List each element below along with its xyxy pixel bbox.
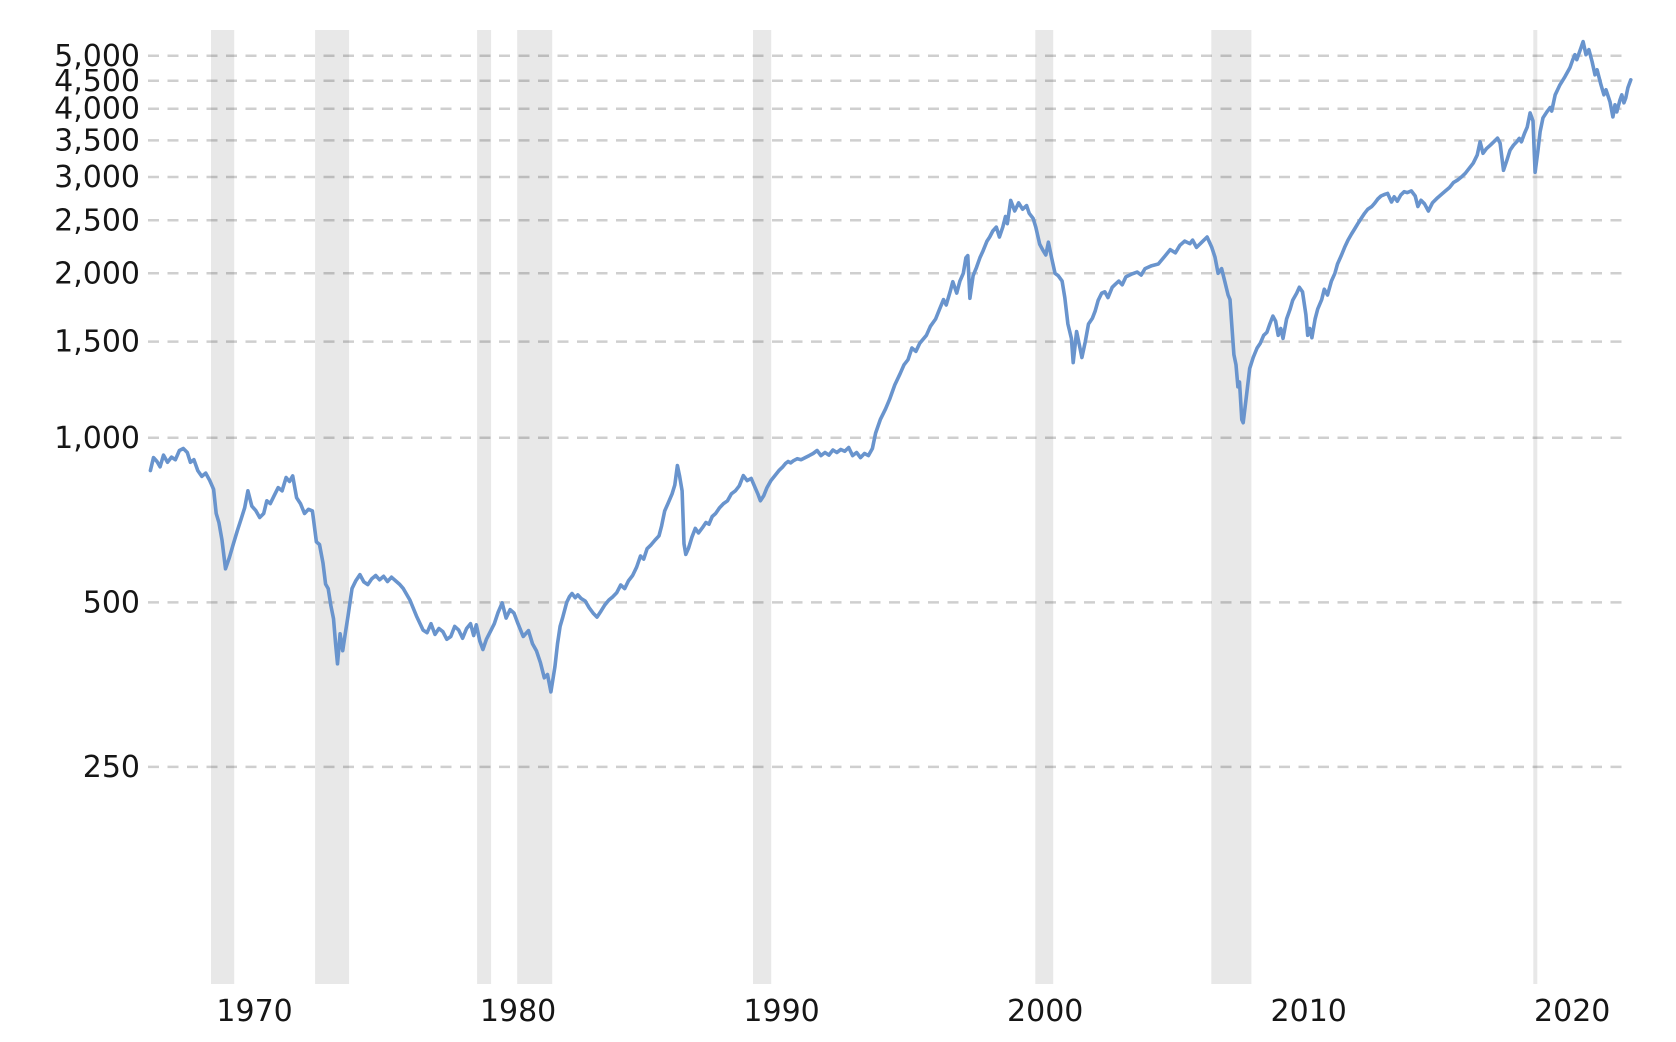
y-axis-tick-label: 4,500 (54, 64, 140, 99)
x-axis-tick-label: 2010 (1271, 994, 1347, 1029)
recession-band (1533, 30, 1538, 984)
y-axis-tick-label: 2,000 (54, 256, 140, 291)
recession-band (477, 30, 492, 984)
x-axis-tick-label: 2000 (1007, 994, 1083, 1029)
recession-band (1211, 30, 1252, 984)
recession-band (315, 30, 350, 984)
x-axis-tick-label: 2020 (1534, 994, 1610, 1029)
y-axis-tick-label: 3,500 (54, 123, 140, 158)
recession-band (1035, 30, 1054, 984)
y-axis-tick-label: 3,000 (54, 160, 140, 195)
series-layer (148, 39, 1633, 694)
recession-band (517, 30, 553, 984)
recession-bands-layer (211, 30, 1538, 984)
price-line[interactable] (148, 39, 1633, 694)
x-axis-tick-label: 1990 (743, 994, 819, 1029)
x-axis-tick-label: 1970 (216, 994, 292, 1029)
y-axis-tick-label: 1,000 (54, 421, 140, 456)
x-axis-tick-label: 1980 (480, 994, 556, 1029)
y-axis-tick-label: 500 (83, 585, 140, 620)
recession-band (753, 30, 772, 984)
x-axis-labels: 1970 1980 1990 2000 2010 2020 (216, 994, 1610, 1029)
y-axis-tick-label: 5,000 (54, 39, 140, 74)
y-axis-tick-label: 2,500 (54, 203, 140, 238)
y-axis-tick-label: 4,000 (54, 92, 140, 127)
y-axis-tick-label: 1,500 (54, 325, 140, 360)
y-axis-tick-label: 250 (83, 750, 140, 785)
gridlines-layer (148, 54, 1630, 769)
recession-band (211, 30, 235, 984)
